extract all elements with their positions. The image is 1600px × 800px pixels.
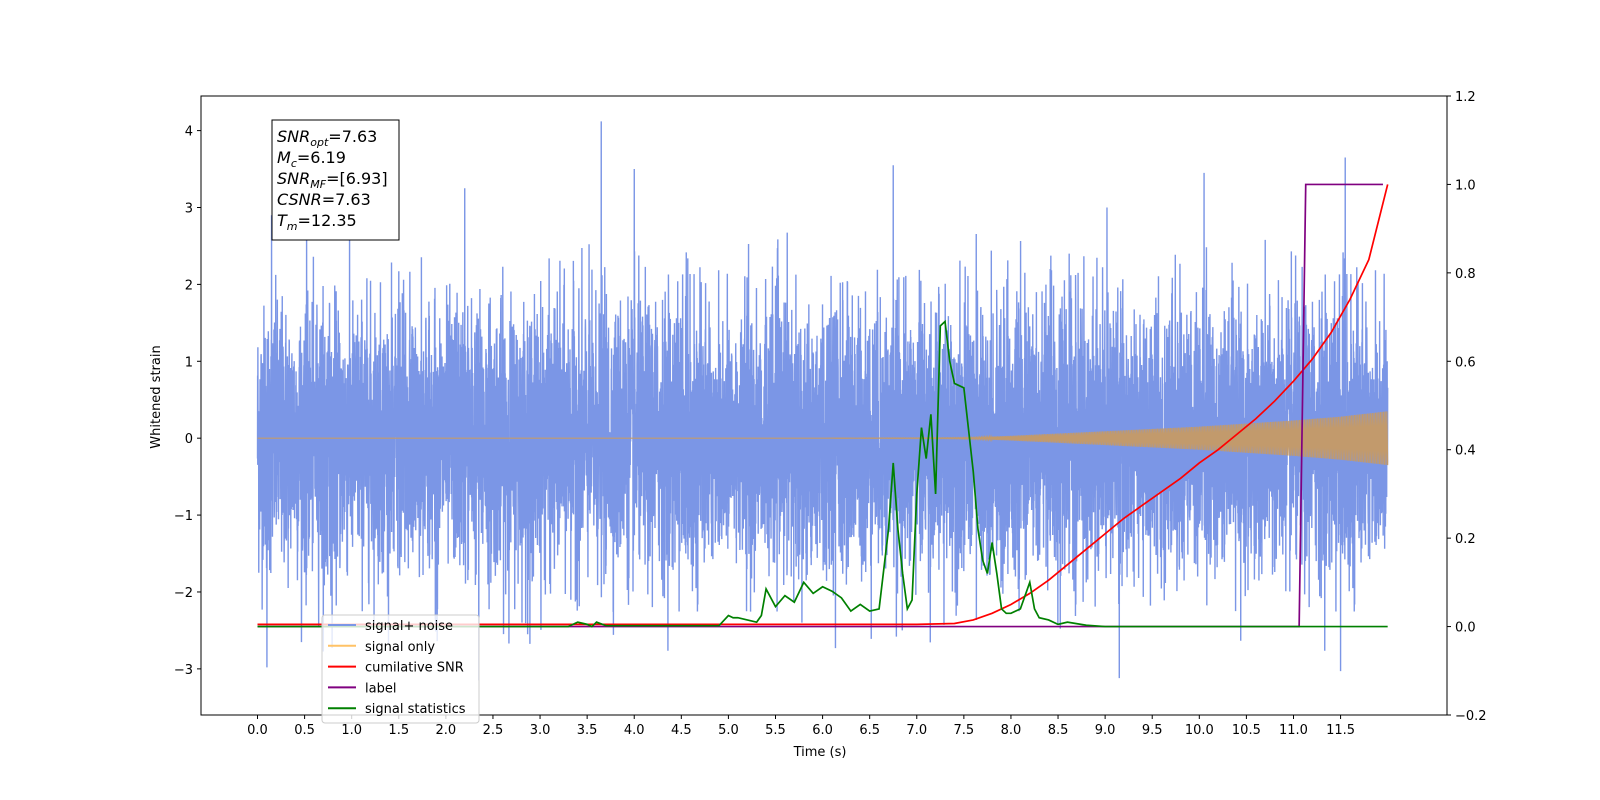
x-tick-label: 6.5 xyxy=(859,723,880,738)
annotation-line: CSNR=7.63 xyxy=(277,190,371,209)
x-tick-label: 8.5 xyxy=(1048,723,1069,738)
x-tick-label: 1.5 xyxy=(388,723,409,738)
x-tick-label: 5.0 xyxy=(718,723,739,738)
y2-tick-label: −0.2 xyxy=(1455,709,1487,724)
annotation-frame xyxy=(271,119,400,241)
series-label-line xyxy=(257,183,1383,628)
x-tick-label: 7.0 xyxy=(906,723,927,738)
x-tick-label: 3.0 xyxy=(530,723,551,738)
y2-tick-label: 0.2 xyxy=(1455,532,1476,547)
x-tick-label: 2.0 xyxy=(436,723,457,738)
y2-tick-label: 1.2 xyxy=(1455,90,1476,105)
x-tick-label: 9.5 xyxy=(1142,723,1163,738)
y2-tick-label: 1.0 xyxy=(1455,178,1476,193)
annotation-line: Mc=6.19 xyxy=(277,148,346,170)
x-tick-label: 3.5 xyxy=(577,723,598,738)
annotation-line: Tm=12.35 xyxy=(277,211,357,233)
series-signal-only-line xyxy=(257,411,1389,466)
axes-frame xyxy=(200,95,1448,716)
legend-label: signal statistics xyxy=(365,702,466,717)
x-tick-label: 6.0 xyxy=(812,723,833,738)
x-tick-label: 5.5 xyxy=(765,723,786,738)
x-tick-label: 4.0 xyxy=(624,723,645,738)
y-tick-label: −1 xyxy=(174,509,193,524)
x-tick-label: 7.5 xyxy=(954,723,975,738)
legend-frame xyxy=(321,614,480,724)
y2-tick-label: 0.0 xyxy=(1455,621,1476,636)
x-tick-label: 9.0 xyxy=(1095,723,1116,738)
x-tick-label: 2.5 xyxy=(483,723,504,738)
annotation-line: SNRMF=[6.93] xyxy=(277,169,388,191)
x-tick-label: 0.5 xyxy=(294,723,315,738)
y-tick-label: 3 xyxy=(185,201,193,216)
x-tick-label: 8.0 xyxy=(1001,723,1022,738)
y-tick-label: 4 xyxy=(185,125,193,140)
x-axis-label: Time (s) xyxy=(793,745,847,760)
x-tick-label: 4.5 xyxy=(671,723,692,738)
x-tick-label: 11.0 xyxy=(1279,723,1308,738)
legend-label: signal only xyxy=(365,640,435,655)
x-tick-label: 10.5 xyxy=(1232,723,1261,738)
y-tick-label: −2 xyxy=(174,586,193,601)
x-tick-label: 0.0 xyxy=(247,723,268,738)
y-tick-label: 2 xyxy=(185,278,193,293)
y2-tick-label: 0.6 xyxy=(1455,355,1476,370)
x-tick-label: 10.0 xyxy=(1185,723,1214,738)
annotation-line: SNRopt=7.63 xyxy=(277,127,377,149)
plot-area xyxy=(256,121,1389,681)
legend-label: cumilative SNR xyxy=(365,661,464,676)
x-tick-label: 1.0 xyxy=(341,723,362,738)
y2-tick-label: 0.4 xyxy=(1455,444,1476,459)
legend-label: label xyxy=(365,681,396,696)
y-tick-label: 0 xyxy=(185,432,193,447)
legend-label: signal+ noise xyxy=(365,619,453,634)
axes: 0.0 0.5 1.0 1.5 2.0 2.5 3.0 3.5 4.0 4.5 5.0 5.5 6.0 6… xyxy=(174,90,1487,738)
series-signal-statistics-line xyxy=(257,319,1388,628)
y-tick-label: −3 xyxy=(174,663,193,678)
y-tick-label: 1 xyxy=(185,355,193,370)
x-tick-label: 11.5 xyxy=(1326,723,1355,738)
y2-tick-label: 0.8 xyxy=(1455,267,1476,282)
legend: signal+ noise signal only cumilative SNR la… xyxy=(321,614,480,724)
y-axis-label: Whitened strain xyxy=(149,345,164,448)
series-cumilative-snr-line xyxy=(257,184,1389,626)
